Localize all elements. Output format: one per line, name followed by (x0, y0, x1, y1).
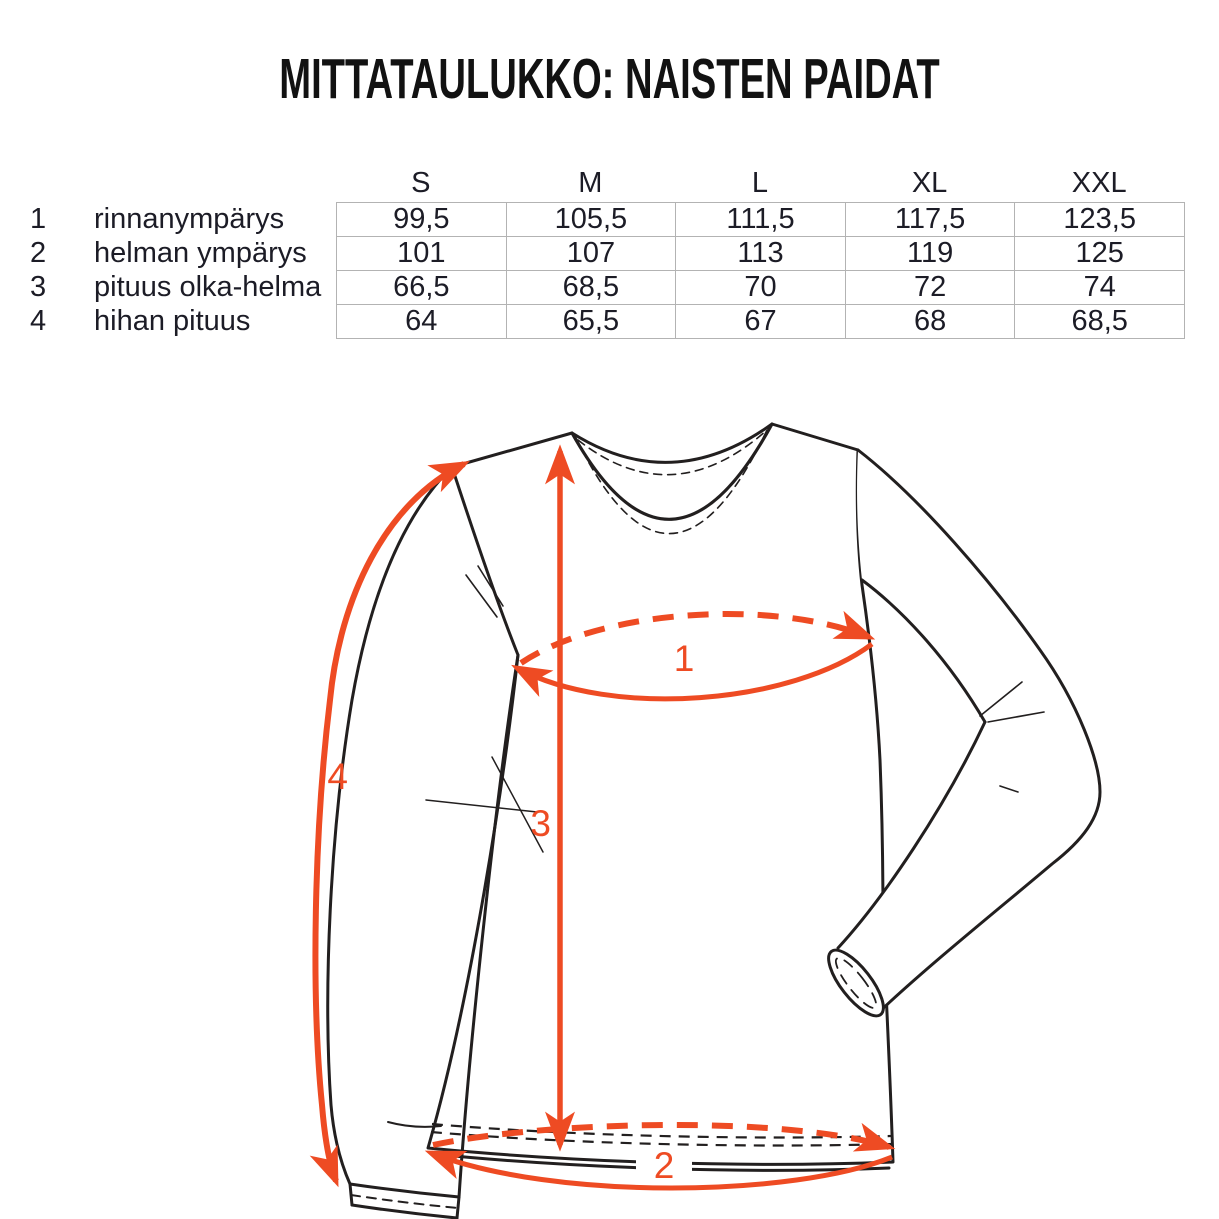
size-header-row: S M L XL XXL (336, 166, 1184, 200)
chest-callout: 1 (674, 638, 695, 679)
size-value-cell: 101 (337, 237, 507, 271)
hem-callout: 2 (654, 1145, 675, 1186)
neckband-stitch (575, 427, 769, 535)
measure-label: hihan pituus (94, 305, 251, 337)
left-sleeve-outer-edge (326, 465, 454, 1186)
size-value-cell: 64 (337, 305, 507, 339)
sleeve-crease (491, 756, 544, 853)
sleeve-crease (465, 574, 498, 618)
size-header: XXL (1071, 167, 1127, 199)
measure-label: helman ympärys (94, 237, 307, 269)
measurement-row: 4 hihan pituus (30, 304, 321, 338)
hem-stitch (430, 1130, 893, 1147)
sleeve-arrow (309, 461, 470, 1188)
measure-arrows (309, 444, 896, 1191)
size-value-cell: 105,5 (506, 203, 677, 237)
elbow-crease (999, 785, 1019, 793)
measure-label: pituus olka-helma (94, 271, 322, 303)
right-cuff (827, 948, 885, 1018)
measurement-row: 2 helman ympärys (30, 236, 321, 270)
size-value-cell: 70 (676, 271, 846, 305)
measurement-row: 3 pituus olka-helma (30, 270, 321, 304)
left-cuff-top (348, 1182, 461, 1199)
size-value-cell: 72 (845, 271, 1016, 305)
left-cuff-stitch (350, 1194, 459, 1209)
measure-callouts: 1 2 3 4 (327, 638, 694, 1186)
hem-arrow-dashed (432, 1122, 896, 1152)
measurement-table: 99,5 105,5 111,5 117,5 123,5 101 107 113… (336, 202, 1185, 339)
elbow-crease (987, 711, 1045, 723)
sleeve-crease (477, 565, 504, 607)
left-cuff-side (455, 1195, 461, 1219)
size-header: XL (911, 167, 948, 199)
measurement-labels: 1 rinnanympärys 2 helman ympärys 3 pituu… (30, 202, 321, 338)
shirt-outline (326, 422, 1102, 1219)
measure-number: 2 (30, 237, 47, 269)
right-sleeve-outer-edge (856, 448, 1102, 1015)
size-value-cell: 65,5 (506, 305, 677, 339)
right-forearm-edge (836, 720, 987, 950)
length-callout: 3 (530, 803, 551, 844)
size-value-cell: 123,5 (1015, 203, 1185, 237)
size-value-cell: 125 (1015, 237, 1185, 271)
size-value-cell: 66,5 (337, 271, 507, 305)
page-title: MITTATAULUKKO: NAISTEN PAIDAT (279, 47, 940, 111)
neckband-front-edge (570, 422, 774, 521)
right-sleeve (833, 450, 1100, 1013)
size-header: M (578, 167, 603, 199)
sleeve-callout: 4 (327, 756, 348, 797)
right-sleeve-inner-edge (860, 578, 987, 724)
neckband-stitch (577, 429, 768, 476)
size-value-cell: 119 (845, 237, 1016, 271)
size-header: L (751, 167, 769, 199)
measure-number: 1 (30, 203, 47, 235)
size-value-cell: 68,5 (506, 271, 677, 305)
measurement-row: 1 rinnanympärys (30, 202, 321, 236)
size-value-cell: 74 (1015, 271, 1185, 305)
size-header: S (411, 167, 431, 199)
right-cuff-stitch (835, 957, 877, 1009)
size-value-cell: 117,5 (845, 203, 1016, 237)
hem-callout-backing (636, 1148, 692, 1181)
size-value-cell: 99,5 (337, 203, 507, 237)
measure-number: 3 (30, 271, 47, 303)
size-value-cell: 68,5 (1015, 305, 1185, 339)
size-value-cell: 67 (676, 305, 846, 339)
left-cuff-bottom (350, 1203, 459, 1219)
measure-number: 4 (30, 305, 47, 337)
size-value-cell: 107 (506, 237, 677, 271)
hem-arrow-solid (424, 1150, 893, 1191)
size-value-cell: 111,5 (676, 203, 846, 237)
elbow-crease (979, 681, 1023, 717)
measure-label: rinnanympärys (94, 203, 285, 235)
size-value-cell: 68 (845, 305, 1016, 339)
size-value-cell: 113 (676, 237, 846, 271)
